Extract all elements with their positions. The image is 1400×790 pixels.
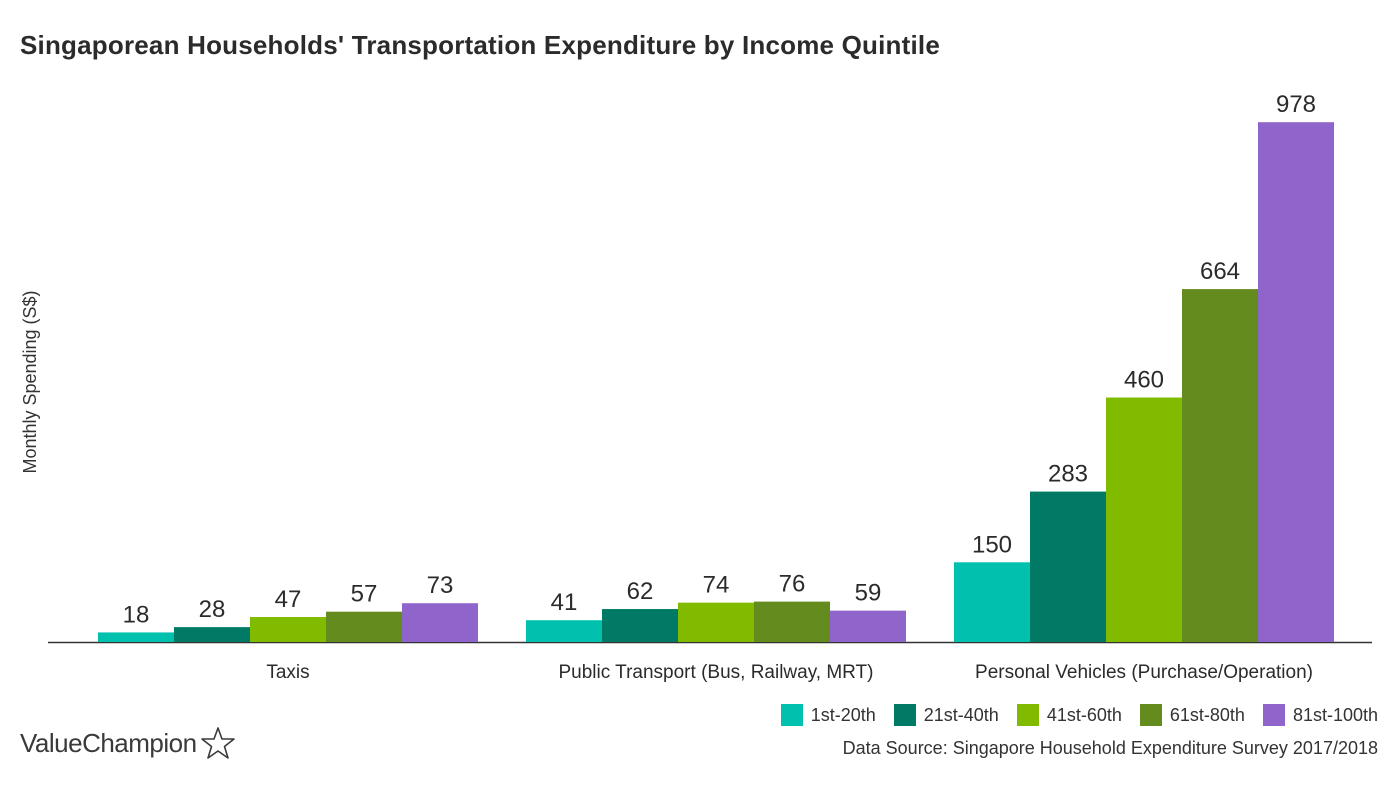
data-source: Data Source: Singapore Household Expendi… [842, 738, 1378, 758]
data-label: 73 [427, 572, 454, 599]
bar [326, 611, 402, 642]
legend-label: 61st-80th [1169, 704, 1245, 725]
legend-item: 41st-60th [1016, 704, 1122, 726]
bar [174, 627, 250, 642]
legend-label: 81st-100th [1292, 704, 1378, 725]
data-label: 28 [199, 596, 226, 623]
bar [1106, 397, 1182, 642]
star-icon [200, 727, 235, 759]
data-label: 57 [351, 581, 378, 608]
bar [526, 620, 602, 642]
data-label: 664 [1200, 258, 1240, 285]
bar [678, 602, 754, 642]
legend-label: 21st-40th [923, 704, 999, 725]
chart-title: Singaporean Households' Transportation E… [20, 30, 940, 60]
bar [754, 601, 830, 642]
bar [830, 610, 906, 642]
legend-label: 41st-60th [1046, 704, 1122, 725]
data-label: 62 [627, 578, 654, 605]
bar [954, 562, 1030, 642]
data-label: 460 [1124, 367, 1164, 394]
bar [402, 603, 478, 642]
legend-swatch [1016, 704, 1039, 726]
legend-item: 21st-40th [893, 704, 999, 726]
legend-swatch [780, 704, 803, 726]
data-label: 74 [703, 572, 730, 599]
bar [1182, 289, 1258, 642]
data-label: 59 [855, 580, 882, 607]
legend-swatch [893, 704, 916, 726]
x-tick-label: Public Transport (Bus, Railway, MRT) [559, 662, 874, 683]
legend-item: 81st-100th [1262, 704, 1378, 726]
brand-logo: ValueChampion [20, 726, 235, 760]
legend-swatch [1262, 704, 1285, 726]
data-label: 18 [123, 601, 150, 628]
bar-chart: Monthly Spending (S$) 18 28 47 57 73 Taxis 41 62… [20, 91, 1372, 683]
data-label: 47 [275, 586, 302, 613]
data-label: 978 [1276, 91, 1316, 118]
y-axis-label: Monthly Spending (S$) [20, 290, 40, 473]
bar [98, 632, 174, 642]
x-tick-label: Taxis [266, 662, 309, 683]
data-label: 76 [779, 571, 806, 598]
bar [1030, 491, 1106, 642]
bar [602, 609, 678, 642]
bar [250, 617, 326, 642]
legend-item: 1st-20th [780, 704, 876, 726]
legend-item: 61st-80th [1139, 704, 1245, 726]
data-label: 150 [972, 531, 1012, 558]
data-label: 41 [551, 589, 578, 616]
x-tick-label: Personal Vehicles (Purchase/Operation) [975, 662, 1313, 683]
data-label: 283 [1048, 461, 1088, 488]
bar [1258, 122, 1334, 643]
legend-label: 1st-20th [810, 704, 876, 725]
legend-swatch [1139, 704, 1162, 726]
brand-name: ValueChampion [20, 727, 197, 758]
legend: 1st-20th 21st-40th 41st-60th 61st-80th 8… [780, 704, 1378, 726]
